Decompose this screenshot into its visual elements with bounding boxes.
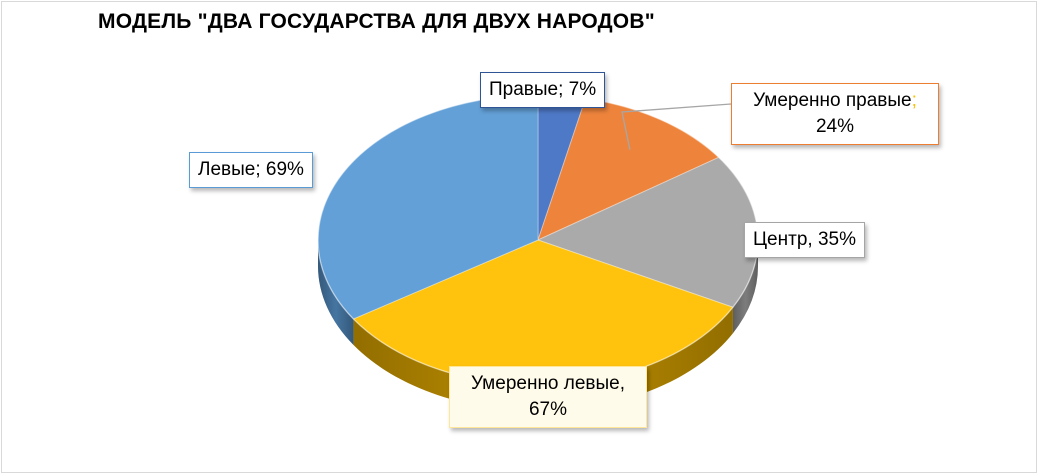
leader-line-umerenno-pravye xyxy=(621,103,732,150)
data-label-levye: Левые; 69% xyxy=(189,152,313,188)
chart-title: МОДЕЛЬ "ДВА ГОСУДАРСТВА ДЛЯ ДВУХ НАРОДОВ… xyxy=(98,10,655,33)
data-label-pravye: Правые; 7% xyxy=(480,72,606,108)
slice-wall-shade-2-0 xyxy=(732,240,758,334)
data-label-centr: Центр, 35% xyxy=(744,222,865,258)
slice-4 xyxy=(317,94,539,320)
slice-wall-shade-4-0 xyxy=(318,240,354,345)
data-label-umerenno-levye: Умеренно левые, 67% xyxy=(449,366,647,428)
data-label-umerenno-pravye: Умеренно правые; 24% xyxy=(731,83,939,145)
